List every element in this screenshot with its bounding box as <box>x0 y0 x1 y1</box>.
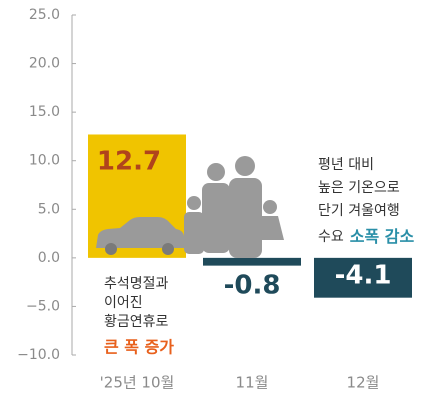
annotation-emphasis: 소폭 감소 <box>350 227 415 246</box>
y-tick-label: −5.0 <box>26 298 60 314</box>
y-tick-label: 10.0 <box>29 153 60 169</box>
value-label: -4.1 <box>335 261 392 291</box>
x-tick-label: '25년 10월 <box>100 374 175 392</box>
chart: 25.0 20.0 15.0 10.0 5.0 0.0 −5.0 −10.0 '25년 10월 1… <box>0 0 423 400</box>
y-tick-label: 5.0 <box>38 201 60 217</box>
person-body <box>229 178 262 258</box>
annotation-line: 이어진 <box>104 295 143 311</box>
person-head <box>187 196 201 210</box>
y-tick-label: 20.0 <box>29 56 60 72</box>
annotation-line: 평년 대비 <box>318 157 374 173</box>
y-tick-label: 0.0 <box>38 250 60 266</box>
y-tick-label: 15.0 <box>29 104 60 120</box>
value-label: 12.7 <box>97 147 161 177</box>
bar <box>203 258 301 266</box>
x-tick-label: 12월 <box>347 374 380 392</box>
car-wheel <box>105 243 117 255</box>
car-wheel <box>162 243 174 255</box>
y-tick-label: −10.0 <box>17 347 60 363</box>
annotation-line: 황금연휴로 <box>104 314 169 330</box>
annotation-line: 높은 기온으로 <box>318 180 400 196</box>
annotation-line: 추석명절과 <box>104 276 169 292</box>
annotation-line: 수요 소폭 감소 <box>318 227 414 246</box>
annotation-emphasis: 큰 폭 증가 <box>104 338 174 357</box>
x-tick-label: 11월 <box>236 374 269 392</box>
y-tick-label: 25.0 <box>29 7 60 23</box>
person-body <box>184 212 204 254</box>
person-head <box>235 156 255 176</box>
annotation-text: 수요 <box>318 229 344 245</box>
value-label: -0.8 <box>224 271 281 301</box>
person-head <box>263 200 277 214</box>
annotation-line: 단기 겨울여행 <box>318 203 400 219</box>
person-head <box>207 163 225 181</box>
person-body <box>202 183 230 253</box>
